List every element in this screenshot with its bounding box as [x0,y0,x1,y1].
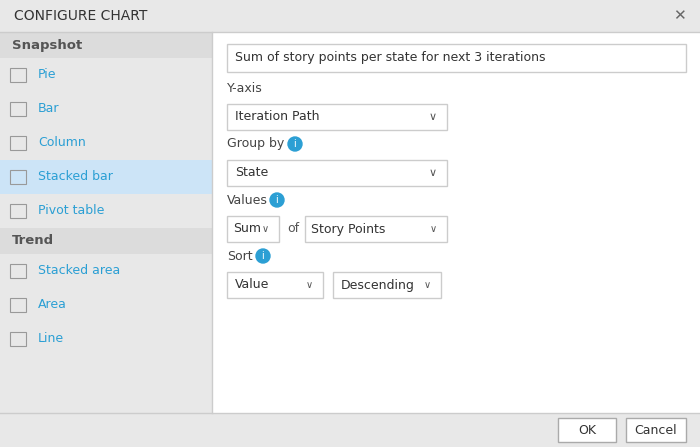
Bar [10,298,26,312]
Text: ∨: ∨ [262,224,269,234]
Text: ∨: ∨ [429,168,437,178]
Text: i: i [276,195,279,205]
Circle shape [288,137,302,151]
Text: Stacked area: Stacked area [38,265,120,278]
Circle shape [270,193,284,207]
Bar [10,264,26,278]
Bar [0,0,700,32]
Bar [10,136,26,150]
Text: State: State [235,166,268,180]
Text: Pivot table: Pivot table [38,204,104,218]
Text: Story Points: Story Points [311,223,386,236]
Bar [0,32,212,58]
Bar [227,44,686,72]
Bar [0,228,212,254]
Bar [0,32,212,413]
Text: Trend: Trend [12,235,54,248]
Bar [10,170,26,184]
Bar [463,287,530,331]
Bar [0,160,212,194]
Bar [626,418,686,442]
Bar [463,191,569,234]
Text: Line: Line [38,333,64,346]
Bar [10,332,26,346]
Text: Sum of story points per state for next 3 iterations: Sum of story points per state for next 3… [235,51,545,64]
Bar [227,160,447,186]
Text: Area: Area [38,299,67,312]
Bar [227,272,323,298]
Bar [10,68,26,82]
Bar [305,216,447,242]
Bar [213,32,700,413]
Text: Snapshot: Snapshot [12,38,83,51]
Text: Sort: Sort [227,249,253,262]
Legend: New, Active, Resolved: New, Active, Resolved [469,355,690,368]
Text: ∨: ∨ [424,280,431,290]
Text: Column: Column [38,136,85,149]
Bar [0,413,700,447]
Bar [463,94,608,137]
Bar [608,94,630,137]
Text: Group by: Group by [227,138,284,151]
Text: Stacked bar: Stacked bar [38,170,113,184]
Text: Y-axis: Y-axis [227,81,262,94]
Text: ∨: ∨ [306,280,313,290]
Text: ✕: ✕ [673,8,686,24]
Bar [10,204,26,218]
Text: Bar: Bar [38,102,60,115]
Text: Values: Values [227,194,268,207]
Circle shape [256,249,270,263]
Text: Iteration Path: Iteration Path [235,110,319,123]
Bar [333,272,441,298]
Text: of: of [287,223,299,236]
Text: OK: OK [578,423,596,437]
Text: CONFIGURE CHART: CONFIGURE CHART [14,9,148,23]
Bar [558,418,616,442]
Text: Sum: Sum [233,223,261,236]
Text: ∨: ∨ [430,224,437,234]
Text: Pie: Pie [38,68,57,81]
Text: ∨: ∨ [429,112,437,122]
Text: Value: Value [235,278,270,291]
Text: i: i [262,251,265,261]
Text: Cancel: Cancel [635,423,678,437]
Bar [227,216,279,242]
Bar [10,102,26,116]
Text: Descending: Descending [341,278,415,291]
Text: i: i [293,139,296,149]
Bar [227,104,447,130]
